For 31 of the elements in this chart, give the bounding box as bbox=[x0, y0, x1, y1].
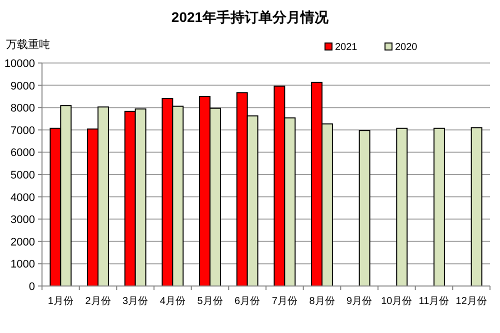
y-tick-label: 0 bbox=[28, 281, 35, 293]
legend-label: 2020 bbox=[395, 42, 418, 53]
y-tick-label: 2000 bbox=[10, 236, 35, 248]
bar bbox=[434, 128, 445, 286]
bar bbox=[358, 130, 370, 286]
bar bbox=[470, 127, 482, 286]
bar bbox=[396, 128, 408, 286]
x-tick-label: 9月份 bbox=[346, 296, 372, 307]
y-tick-label: 4000 bbox=[10, 192, 35, 204]
x-tick-label: 4月份 bbox=[160, 296, 186, 307]
legend-label: 2021 bbox=[335, 42, 358, 53]
y-axis-title: 万载重吨 bbox=[6, 38, 50, 51]
y-tick-label: 5000 bbox=[10, 170, 35, 182]
x-tick-label: 2月份 bbox=[85, 296, 111, 307]
x-tick-label: 11月份 bbox=[418, 296, 450, 307]
y-tick-label: 1000 bbox=[10, 258, 35, 271]
x-tick-label: 3月份 bbox=[122, 296, 148, 307]
y-tick-label: 7000 bbox=[10, 124, 35, 137]
x-tick-label: 5月份 bbox=[197, 296, 223, 307]
x-tick-label: 7月份 bbox=[272, 296, 298, 307]
y-tick-label: 3000 bbox=[10, 214, 35, 226]
x-tick-label: 6月份 bbox=[234, 296, 260, 307]
chart-title: 2021年手持订单分月情况 bbox=[171, 9, 330, 25]
x-tick-label: 12月份 bbox=[456, 296, 487, 307]
y-tick-label: 10000 bbox=[4, 58, 35, 70]
y-tick-label: 9000 bbox=[10, 80, 35, 92]
x-tick-label: 8月份 bbox=[309, 296, 335, 307]
y-tick-label: 8000 bbox=[10, 102, 35, 115]
x-tick-label: 10月份 bbox=[381, 296, 412, 307]
x-tick-label: 1月份 bbox=[48, 296, 74, 307]
y-tick-label: 6000 bbox=[10, 147, 35, 160]
